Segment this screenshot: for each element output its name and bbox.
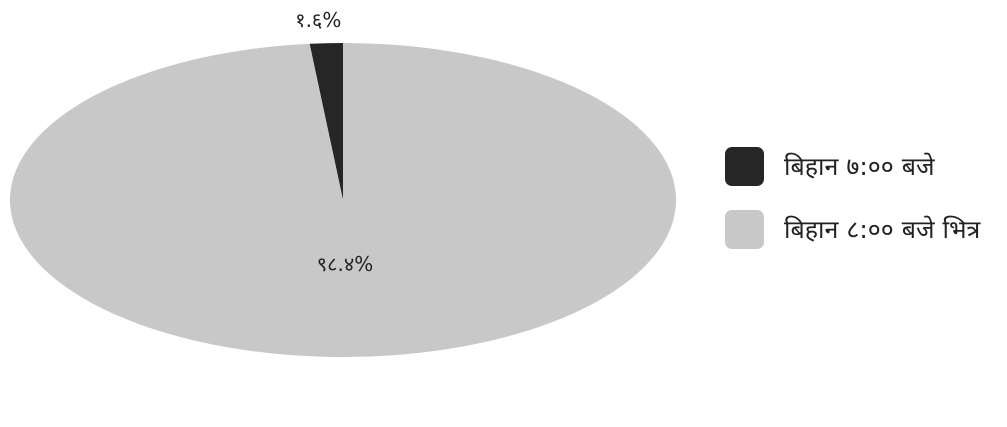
legend-item-7am: बिहान ७:०० बजे (725, 146, 1007, 186)
legend-swatch-7am (725, 146, 764, 186)
legend-label-7am: बिहान ७:०० बजे (784, 152, 935, 181)
pie-value-label-1: ९८.४% (317, 252, 374, 276)
pie-chart: १.६% ९८.४% (9, 8, 676, 358)
pie-slice-0 (309, 43, 343, 200)
chart-legend: बिहान ७:०० बजे बिहान ८:०० बजे भित्र (725, 146, 1007, 272)
legend-label-by-8am: बिहान ८:०० बजे भित्र (784, 215, 981, 244)
legend-item-by-8am: बिहान ८:०० बजे भित्र (725, 209, 1007, 249)
pie-slice-1 (9, 43, 676, 358)
legend-swatch-by-8am (725, 209, 764, 249)
pie-value-label-0: १.६% (295, 8, 341, 32)
